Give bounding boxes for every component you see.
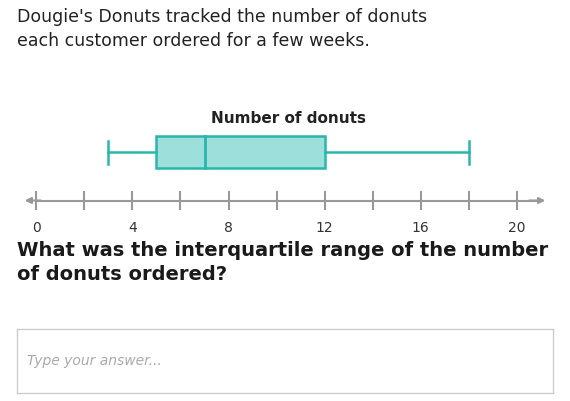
Text: Type your answer...: Type your answer... (27, 354, 161, 368)
Text: Number of donuts: Number of donuts (211, 111, 366, 126)
Text: 8: 8 (224, 221, 233, 235)
Text: What was the interquartile range of the number
of donuts ordered?: What was the interquartile range of the … (17, 241, 548, 284)
Text: 20: 20 (508, 221, 526, 235)
Text: Dougie's Donuts tracked the number of donuts
each customer ordered for a few wee: Dougie's Donuts tracked the number of do… (17, 8, 428, 50)
Text: 12: 12 (316, 221, 333, 235)
Bar (156, 136, 325, 168)
Text: 16: 16 (412, 221, 430, 235)
Text: 0: 0 (32, 221, 40, 235)
Text: 4: 4 (128, 221, 137, 235)
